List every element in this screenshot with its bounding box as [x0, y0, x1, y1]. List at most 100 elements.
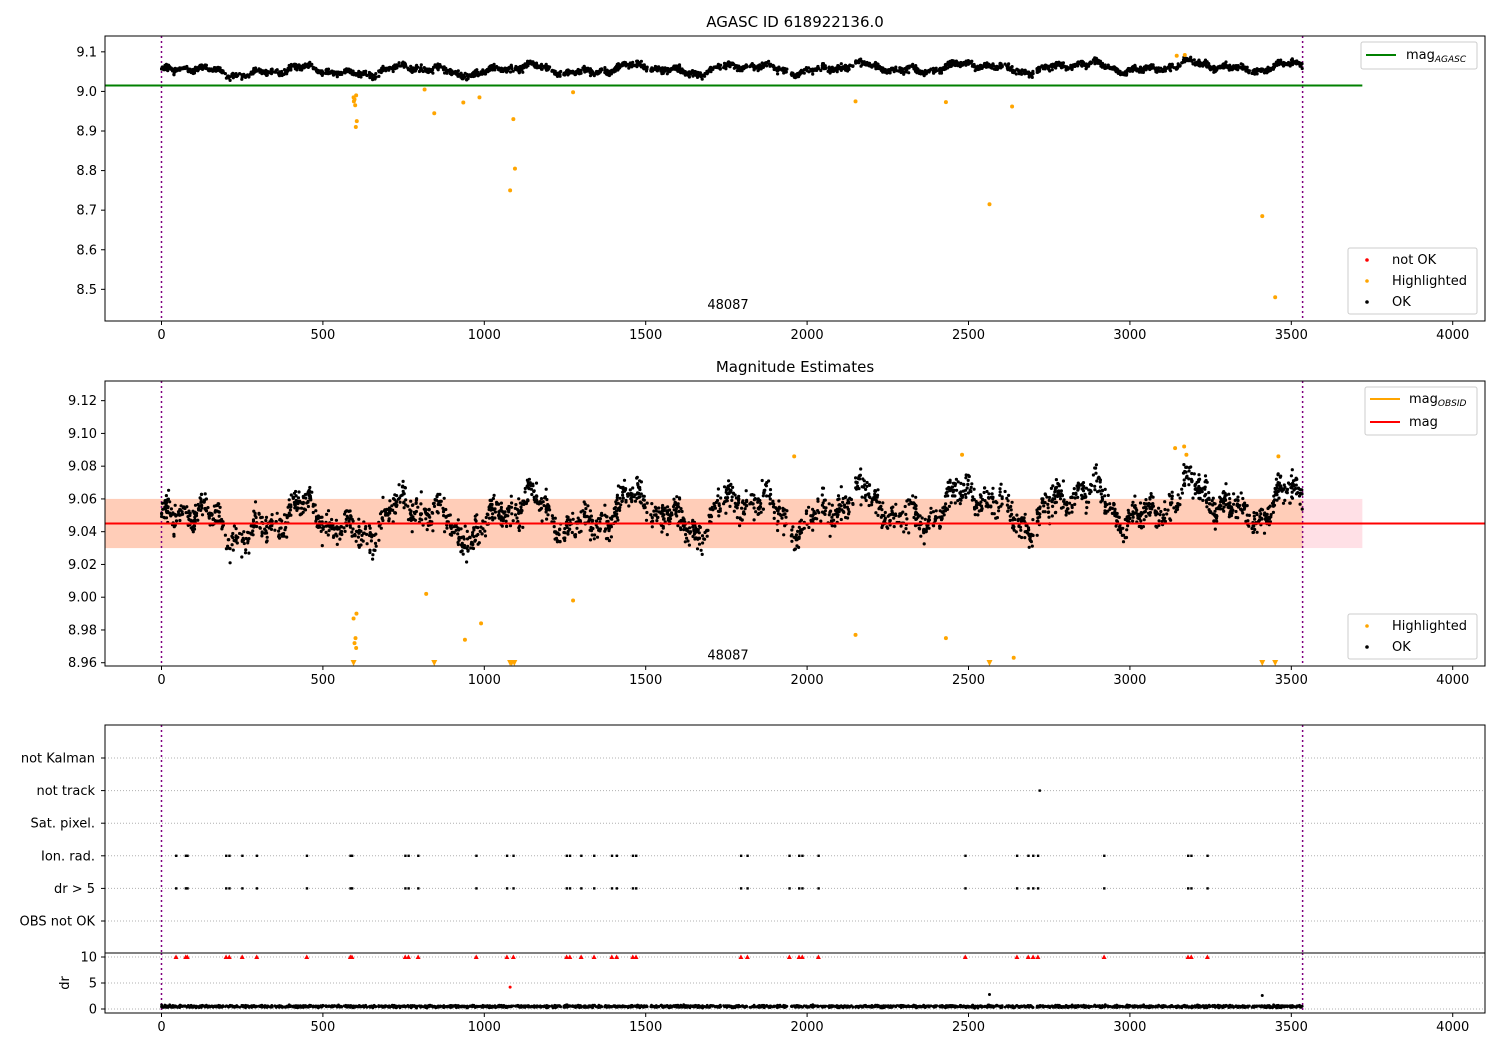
ok-point	[1074, 491, 1078, 495]
ok-point	[1281, 501, 1286, 505]
ok-point	[301, 64, 306, 68]
highlighted-point	[354, 119, 359, 124]
ok-point	[830, 503, 834, 507]
ok-point	[306, 499, 310, 503]
ok-point	[473, 514, 477, 518]
ok-point	[944, 502, 948, 506]
ok-point	[895, 69, 899, 73]
ok-point	[509, 494, 513, 498]
ok-point	[660, 72, 664, 76]
ok-point	[1218, 64, 1222, 68]
ok-point	[1210, 499, 1214, 503]
legend-not-ok-marker	[1365, 258, 1369, 262]
ok-point	[1142, 518, 1146, 522]
ok-point	[1207, 497, 1211, 501]
ok-point	[300, 501, 304, 505]
ok-point	[670, 513, 674, 517]
ok-point	[432, 504, 437, 508]
ok-point	[1050, 514, 1054, 518]
ok-point	[840, 66, 844, 70]
ok-point	[765, 494, 769, 498]
ok-point	[790, 539, 794, 543]
agasc-panel-frame	[104, 35, 1486, 322]
ok-point	[959, 63, 963, 68]
ok-point	[401, 489, 405, 493]
ok-point	[973, 513, 977, 517]
ok-point	[738, 517, 743, 521]
ok-point	[521, 70, 525, 74]
ok-point	[945, 487, 949, 491]
ok-point	[1214, 516, 1219, 521]
ok-point	[772, 505, 776, 509]
ok-point	[839, 62, 843, 66]
ok-point	[1144, 514, 1148, 519]
ok-point	[304, 63, 308, 67]
ok-point	[314, 519, 318, 523]
ok-point	[811, 68, 816, 72]
ok-point	[618, 496, 622, 500]
ok-point	[490, 506, 494, 510]
ok-point	[573, 73, 577, 77]
ok-point	[903, 504, 907, 509]
ok-point	[210, 513, 214, 517]
ok-point	[588, 70, 592, 75]
ok-point	[563, 527, 567, 531]
ok-point	[164, 494, 168, 498]
ok-point	[217, 514, 221, 518]
ok-point	[532, 489, 536, 494]
ok-point	[1252, 514, 1256, 518]
ok-point	[876, 493, 880, 497]
ok-point	[461, 535, 466, 539]
ok-point	[193, 503, 198, 507]
ok-point	[919, 534, 923, 538]
ok-point	[340, 72, 344, 76]
ok-point	[701, 541, 705, 545]
ok-point	[234, 538, 238, 542]
ok-point	[241, 73, 245, 78]
ok-point	[649, 67, 653, 72]
ok-point	[1169, 65, 1173, 69]
ok-point	[477, 73, 481, 77]
ok-point	[465, 529, 469, 534]
ok-point	[350, 530, 354, 534]
ok-point	[1175, 505, 1179, 509]
ok-point	[677, 63, 682, 67]
ok-point	[691, 74, 695, 78]
agasc-points-legend-box	[1347, 247, 1478, 315]
ok-point	[1000, 502, 1004, 506]
ok-point	[758, 63, 762, 67]
ok-point	[338, 537, 342, 541]
ok-point	[465, 560, 469, 564]
ok-point	[374, 532, 378, 536]
ok-point	[249, 524, 253, 528]
ok-point	[1155, 525, 1159, 529]
ok-point	[1043, 492, 1047, 496]
ok-point	[1093, 488, 1097, 492]
ok-point	[1000, 496, 1004, 501]
ok-point	[510, 501, 514, 505]
ok-point	[697, 73, 701, 77]
ok-point	[959, 481, 963, 485]
ok-point	[722, 485, 727, 489]
ok-point	[472, 528, 476, 532]
ok-point	[760, 478, 764, 483]
ok-point	[1267, 68, 1272, 72]
ok-point	[508, 70, 513, 74]
ok-point	[697, 531, 701, 535]
ok-point	[522, 502, 526, 506]
ok-point	[1073, 496, 1077, 500]
ok-point	[1253, 517, 1257, 521]
ok-point	[899, 524, 903, 528]
ok-point	[231, 71, 235, 75]
ok-point	[716, 494, 720, 498]
ok-point	[377, 538, 381, 542]
ok-point	[1163, 500, 1167, 504]
ok-point	[765, 64, 769, 68]
ok-point	[444, 66, 448, 70]
ok-point	[247, 537, 251, 541]
ok-point	[199, 492, 203, 496]
ok-point	[870, 65, 874, 69]
ok-point	[1199, 62, 1204, 66]
ok-point	[782, 69, 786, 73]
ok-point	[1137, 517, 1141, 521]
